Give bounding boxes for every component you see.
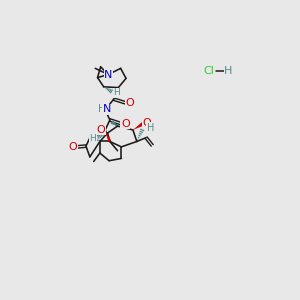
Text: Cl: Cl — [204, 66, 214, 76]
Text: H: H — [113, 88, 120, 98]
Text: H: H — [89, 134, 96, 143]
Text: O: O — [96, 125, 105, 135]
Text: N: N — [104, 70, 112, 80]
Polygon shape — [105, 130, 111, 142]
Text: O: O — [125, 98, 134, 108]
Text: O: O — [121, 119, 130, 129]
Text: N: N — [103, 104, 111, 114]
Text: O: O — [142, 118, 151, 128]
Text: H: H — [147, 123, 154, 133]
Text: H: H — [224, 66, 232, 76]
Polygon shape — [133, 122, 144, 130]
Text: O: O — [68, 142, 77, 152]
Text: H: H — [98, 104, 105, 114]
